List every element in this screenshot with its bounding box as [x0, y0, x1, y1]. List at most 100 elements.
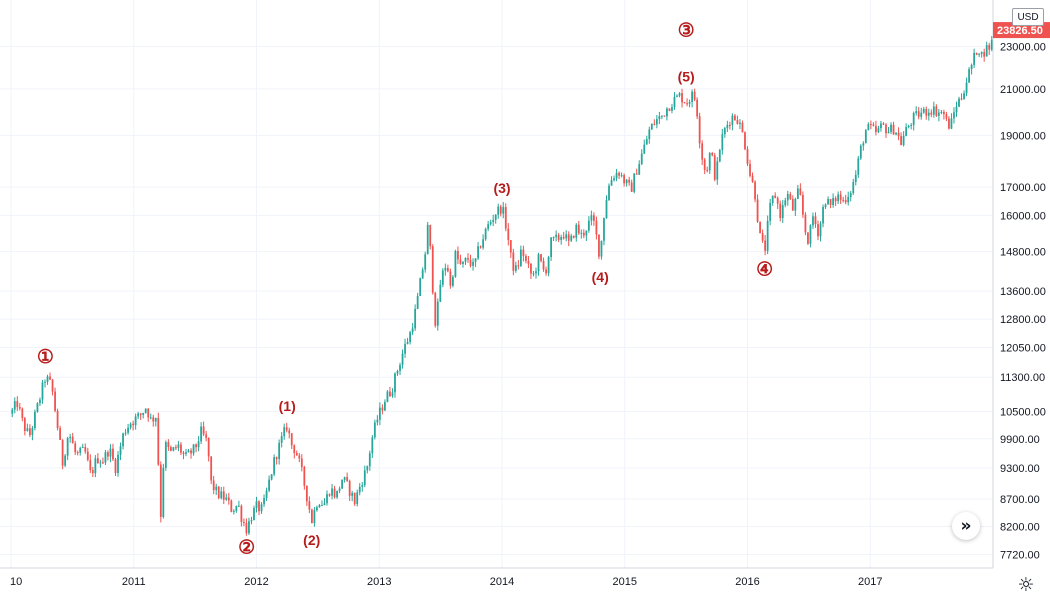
candle-body [202, 426, 205, 435]
candle-body [288, 430, 291, 434]
candle-body [424, 254, 427, 270]
candle-body [983, 52, 986, 57]
wave-label: ④ [756, 260, 773, 281]
candle-body [142, 412, 145, 415]
candle-body [877, 128, 880, 133]
candle-body [509, 240, 512, 253]
candle-body [336, 490, 338, 498]
candle-body [575, 224, 578, 238]
wave-annotations: ① ② (1) (2) (3) (4) (5) ③ ④ [37, 21, 773, 559]
candle-body [610, 180, 613, 186]
candle-body [603, 218, 605, 241]
x-tick-label: 2014 [490, 576, 514, 588]
candle-body [980, 52, 983, 54]
candle-body [535, 271, 537, 274]
candle-body [605, 200, 608, 219]
x-tick-label: 2016 [735, 576, 759, 588]
candle-body [494, 214, 497, 220]
settings-gear-icon[interactable]: ☼ [1017, 574, 1035, 596]
candle-body [676, 95, 678, 97]
candle-body [895, 132, 897, 135]
candle-body [401, 353, 404, 365]
candle-body [117, 454, 119, 474]
candle-body [963, 93, 965, 100]
candle-body [280, 436, 283, 443]
candle-body [560, 237, 563, 240]
candle-body [64, 455, 67, 466]
candle-body [666, 108, 668, 117]
candle-body [154, 418, 157, 422]
candle-body [759, 221, 761, 234]
candle-body [96, 458, 99, 464]
candle-body [990, 40, 993, 50]
candle-body [875, 125, 877, 133]
candle-body [134, 416, 137, 425]
candle-body [305, 485, 308, 502]
candle-body [678, 93, 681, 96]
x-tick-label: 2013 [367, 576, 391, 588]
candle-body [353, 492, 356, 504]
price-axis[interactable]: 7720.00 8200.00 8700.00 9300.00 9900.00 10500… [992, 0, 1050, 568]
candle-body [79, 447, 82, 453]
candle-body [26, 428, 29, 431]
candle-body [754, 181, 756, 200]
candle-body [290, 433, 293, 446]
candle-body [862, 143, 865, 146]
candle-body [414, 308, 417, 329]
candle-body [885, 124, 887, 134]
last-price-tag [993, 22, 1050, 39]
candle-body [857, 158, 860, 175]
candle-body [484, 228, 487, 240]
candle-body [197, 441, 200, 448]
candle-body [343, 477, 346, 480]
candle-body [137, 413, 140, 417]
candle-body [452, 276, 454, 286]
candle-body [779, 203, 782, 219]
candle-body [459, 259, 462, 264]
candle-body [436, 301, 439, 326]
candle-body [590, 215, 593, 221]
candle-body [542, 260, 545, 270]
candle-body [713, 155, 716, 180]
candle-body [308, 501, 311, 510]
candle-body [814, 216, 817, 225]
y-tick-label: 16000.00 [1000, 210, 1046, 222]
candle-body [721, 134, 724, 150]
y-tick-label: 9900.00 [1000, 434, 1040, 446]
candle-body [897, 132, 900, 137]
candle-body [376, 419, 379, 423]
candle-body [608, 185, 610, 201]
candle-body [31, 428, 34, 436]
candle-body [295, 452, 298, 456]
candle-body [937, 112, 940, 116]
candle-body [907, 125, 910, 128]
candle-body [260, 504, 263, 512]
candle-body [429, 224, 432, 247]
candle-body [200, 426, 203, 442]
candle-body [880, 123, 882, 129]
candle-body [829, 198, 832, 206]
candle-body [104, 452, 107, 463]
candle-body [434, 292, 437, 326]
candle-body [326, 494, 328, 504]
candle-body [102, 462, 104, 464]
scroll-to-realtime-button[interactable]: » [952, 512, 980, 540]
wave-label: ① [37, 347, 54, 368]
candle-body [973, 52, 976, 65]
candle-body [507, 228, 510, 241]
candle-body [789, 194, 792, 199]
candle-body [555, 234, 558, 238]
candle-body [56, 410, 59, 429]
candle-body [774, 195, 777, 198]
candle-body [384, 401, 386, 411]
currency-button[interactable]: USD [1012, 8, 1044, 26]
candle-body [741, 122, 744, 133]
candle-body [781, 205, 784, 219]
candle-body [859, 145, 862, 159]
time-axis[interactable]: 10 2011 2012 2013 2014 2015 2016 2017 [0, 567, 993, 588]
candle-body [640, 153, 643, 165]
candle-body [927, 112, 930, 116]
candle-body [190, 450, 192, 454]
candle-body [847, 196, 850, 203]
